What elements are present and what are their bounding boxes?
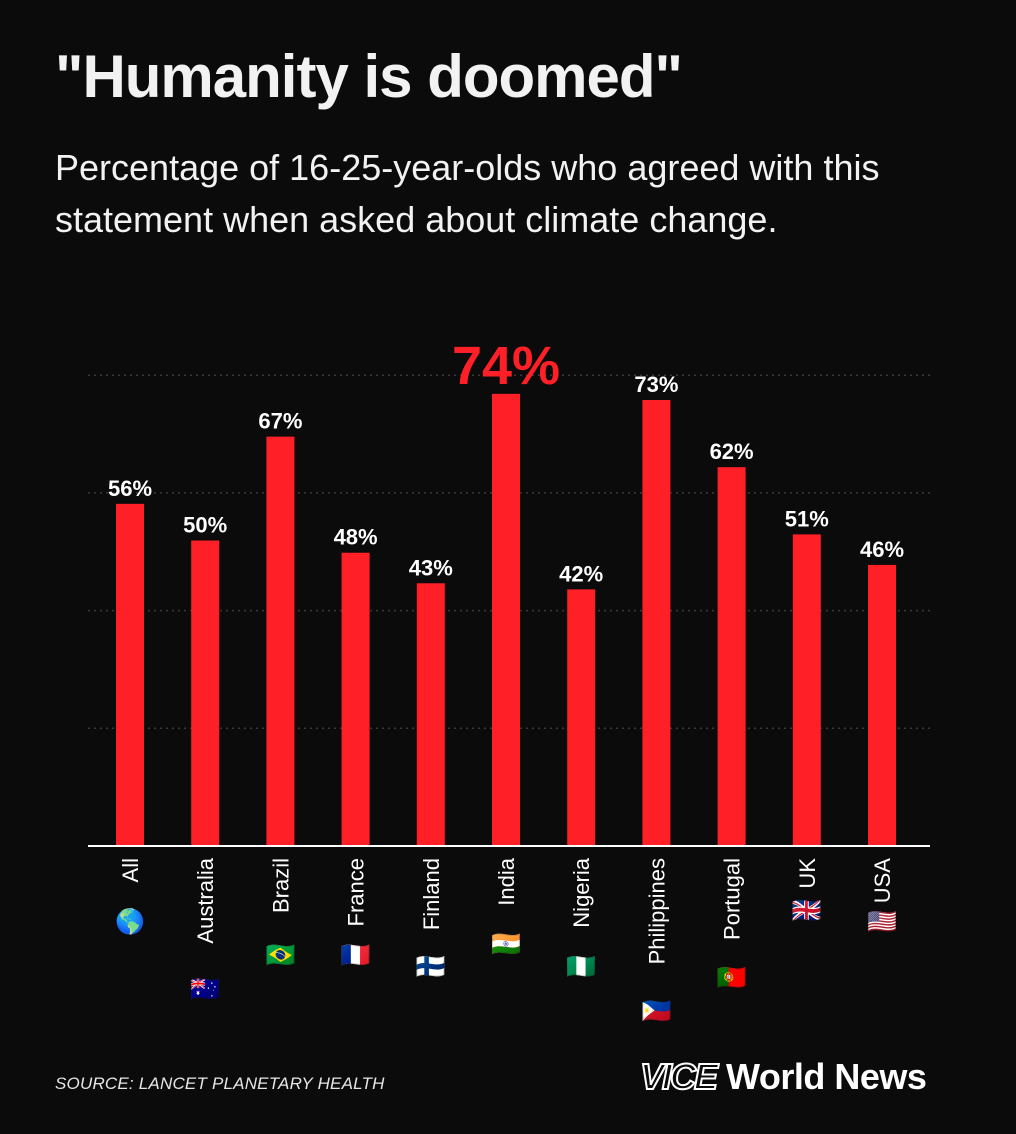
bar-chart: 56% All 🌎 50% Australia 🇦🇺 67% Brazil 🇧🇷 48% Franc… xyxy=(88,336,930,1025)
category-label: Brazil xyxy=(268,858,293,913)
category-label: Portugal xyxy=(720,858,745,940)
flag-icon: 🇵🇭 xyxy=(641,998,671,1025)
data-label: 56% xyxy=(108,476,152,501)
flag-icon: 🇳🇬 xyxy=(566,953,596,980)
flag-icon: 🇧🇷 xyxy=(265,942,295,969)
data-label: 62% xyxy=(710,439,754,464)
vice-logo: VICE xyxy=(639,1055,719,1098)
category-label: Nigeria xyxy=(569,857,594,927)
brand-name: World News xyxy=(726,1056,927,1097)
bar xyxy=(191,540,220,846)
bar xyxy=(792,534,821,846)
category-label: Finland xyxy=(419,858,444,930)
category-label: USA xyxy=(870,858,895,904)
bar xyxy=(266,436,295,846)
data-label: 46% xyxy=(860,537,904,562)
bar xyxy=(116,503,144,846)
flag-icon: 🇫🇷 xyxy=(341,942,371,969)
bar xyxy=(567,589,596,846)
bar xyxy=(642,399,671,846)
bar xyxy=(868,564,896,846)
chart-title: "Humanity is doomed" xyxy=(55,43,683,110)
flag-icon: 🇬🇧 xyxy=(792,897,822,924)
bar xyxy=(416,583,445,846)
bar xyxy=(492,393,520,846)
flag-icon: 🇫🇮 xyxy=(416,953,446,980)
flag-icon: 🇺🇸 xyxy=(867,909,897,936)
flag-icon: 🇮🇳 xyxy=(491,931,521,958)
category-label: Australia xyxy=(193,857,218,943)
data-label: 42% xyxy=(559,561,603,586)
data-label: 67% xyxy=(258,409,302,434)
data-label: 43% xyxy=(409,555,453,580)
category-label: France xyxy=(344,858,369,926)
flag-icon: 🇵🇹 xyxy=(717,965,747,992)
category-label: UK xyxy=(795,858,820,889)
category-label: Philippines xyxy=(644,858,669,964)
data-label: 48% xyxy=(334,525,378,550)
source-note: SOURCE: LANCET PLANETARY HEALTH xyxy=(55,1074,385,1093)
data-label: 74% xyxy=(452,336,560,396)
bar xyxy=(341,552,370,846)
flag-icon: 🌎 xyxy=(115,908,145,936)
data-label: 51% xyxy=(785,506,829,531)
brand-logo: VICE World News xyxy=(639,1055,927,1098)
chart-subtitle: Percentage of 16-25-year-olds who agreed… xyxy=(55,147,880,240)
data-label: 50% xyxy=(183,513,227,538)
data-label: 73% xyxy=(634,372,678,397)
flag-icon: 🇦🇺 xyxy=(190,975,220,1003)
category-label: All xyxy=(118,858,143,882)
bar xyxy=(717,467,746,846)
category-label: India xyxy=(494,857,519,905)
